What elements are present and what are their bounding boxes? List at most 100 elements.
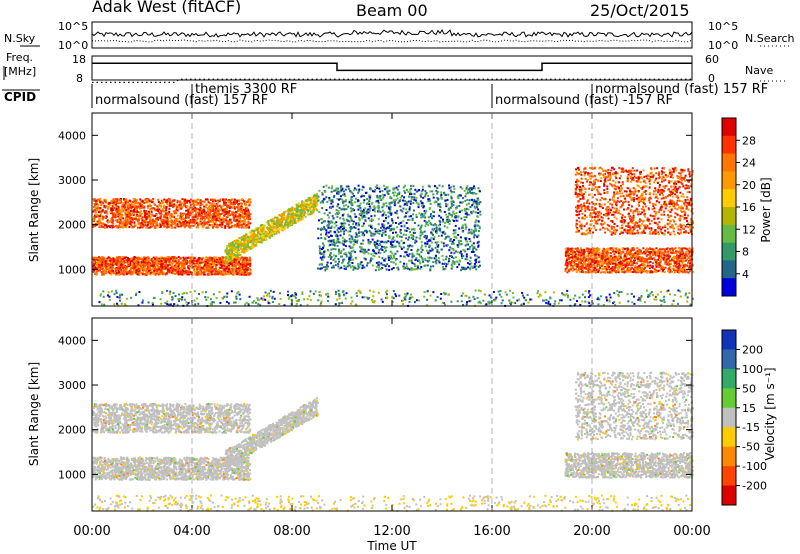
power-cell [442, 220, 445, 223]
power-cell [179, 217, 181, 220]
power-cell [211, 206, 214, 209]
power-cell [209, 206, 212, 209]
power-cell [420, 247, 423, 250]
power-cell [134, 208, 136, 211]
power-cell [118, 222, 121, 225]
power-cell [247, 214, 250, 216]
power-cell [145, 226, 148, 229]
power-cell [274, 216, 277, 219]
power-cell [339, 198, 342, 200]
power-cell [191, 207, 194, 210]
power-cell [114, 216, 117, 219]
power-cell [203, 205, 206, 208]
power-cell [213, 263, 216, 266]
power-cell [217, 261, 220, 264]
power-cell [219, 204, 222, 207]
power-cell [206, 226, 209, 229]
power-cell [427, 224, 430, 227]
power-cell [433, 211, 436, 214]
power-cell [165, 219, 168, 222]
power-cell [460, 253, 463, 256]
power-cell [444, 221, 446, 224]
power-cell [136, 211, 139, 213]
power-cell [344, 188, 347, 191]
power-cell [271, 220, 274, 223]
power-cell [191, 265, 194, 268]
power-cell [268, 236, 271, 239]
power-cell [301, 201, 303, 204]
power-cell [345, 208, 348, 211]
power-cell [224, 201, 227, 204]
power-cell [203, 210, 206, 213]
power-cell [475, 268, 478, 271]
power-cell [146, 214, 149, 217]
power-cell [185, 209, 188, 212]
power-cell [376, 187, 379, 189]
power-cell [249, 271, 252, 274]
power-cell [476, 241, 479, 244]
power-cell [465, 216, 468, 219]
power-cell [207, 259, 210, 262]
power-cell [326, 200, 329, 203]
power-cell [393, 245, 396, 248]
power-cell [95, 273, 98, 276]
power-cell [150, 224, 153, 227]
power-cell [105, 201, 108, 204]
power-cell [92, 218, 95, 221]
power-cell [110, 273, 113, 276]
power-feature-rising-band [224, 193, 319, 264]
power-cell [139, 203, 141, 205]
power-cell [168, 270, 171, 273]
power-cell [115, 219, 118, 222]
power-cell [219, 213, 222, 215]
power-cell [396, 234, 399, 236]
power-cell [453, 235, 456, 238]
power-cell [353, 201, 356, 204]
power-cell [144, 264, 147, 267]
power-cell [119, 217, 122, 220]
power-cell [250, 235, 253, 238]
power-cell [177, 205, 180, 208]
power-cell [99, 266, 102, 269]
power-cell [474, 220, 477, 223]
power-cell [123, 225, 126, 228]
power-cell [200, 200, 203, 203]
power-cell [182, 221, 185, 224]
power-cell [120, 206, 123, 209]
power-cell [284, 227, 287, 230]
power-cell [213, 213, 215, 216]
power-cell [100, 263, 103, 266]
power-cell [363, 210, 366, 213]
power-cell [151, 260, 154, 263]
power-cell [228, 199, 231, 202]
power-cell [235, 271, 237, 274]
date-label: 25/Oct/2015 [590, 1, 690, 20]
power-cell [229, 263, 232, 265]
power-cell [150, 207, 153, 210]
power-cell [291, 208, 293, 211]
power-cell [168, 261, 171, 264]
power-cell [405, 188, 408, 191]
power-cell [229, 252, 232, 255]
power-cell [450, 200, 453, 203]
power-cell [147, 259, 150, 262]
power-cell [219, 221, 221, 223]
power-cell [152, 202, 155, 205]
power-cell [209, 220, 212, 223]
power-cell [339, 241, 342, 244]
power-cell [248, 261, 250, 264]
power-cell [234, 266, 237, 268]
power-cell [175, 258, 178, 261]
power-cell [244, 211, 247, 214]
power-cell [236, 271, 239, 274]
power-cell [257, 230, 260, 233]
power-cell [150, 208, 153, 211]
power-cell [267, 220, 270, 223]
power-cell [293, 222, 296, 224]
power-cell [450, 251, 453, 254]
power-cell [319, 256, 322, 259]
power-cell [139, 269, 142, 271]
power-cell [227, 266, 230, 269]
power-cell [185, 269, 188, 272]
power-cell [222, 261, 225, 264]
